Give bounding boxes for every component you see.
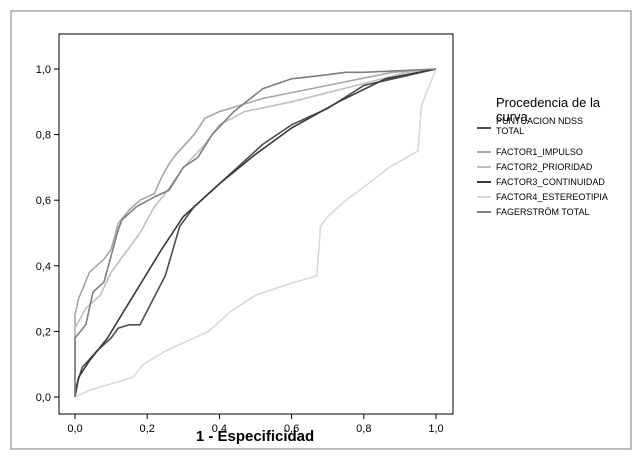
legend-entry: FACTOR1_IMPULSO [496,147,583,157]
x-tick-label: 0,0 [67,423,82,435]
legend-entry: PUNTUACION NDSS TOTAL [496,116,583,136]
x-tick-label: 0,6 [284,423,299,435]
series-line-3 [74,68,437,397]
series-lines [74,68,437,398]
series-line-2 [74,68,437,397]
x-tick-label: 0,4 [212,423,227,435]
y-tick-label: 1,0 [36,64,51,76]
x-tick-label: 0,2 [140,423,155,435]
y-tick-label: 0,6 [36,195,51,207]
legend-entry: FACTOR2_PRIORIDAD [496,162,593,172]
x-tick-label: 1,0 [428,423,443,435]
plot-area [58,33,454,415]
series-line-6 [74,68,437,397]
legend-entry: FACTOR3_CONTINUIDAD [496,177,605,187]
y-tick-label: 0,0 [36,392,51,404]
y-tick-label: 0,4 [36,261,51,273]
x-tick-label: 0,8 [356,423,371,435]
y-tick-label: 0,8 [36,130,51,142]
series-line-5 [74,68,437,398]
axes: 0,0 0,2 0,4 0,6 0,8 1,0 0,0 0,2 0,4 0,6 0,8 1,0 [36,64,444,435]
y-tick-label: 0,2 [36,326,51,338]
legend-entry: FAGERSTRÖM TOTAL [496,207,590,217]
series-line-4 [74,68,437,398]
x-axis-title: 1 - Especificidad [196,428,314,445]
legend-title: Procedencia de la curva [496,95,601,124]
legend-entry: FACTOR4_ESTEREOTIPIA [496,192,608,202]
